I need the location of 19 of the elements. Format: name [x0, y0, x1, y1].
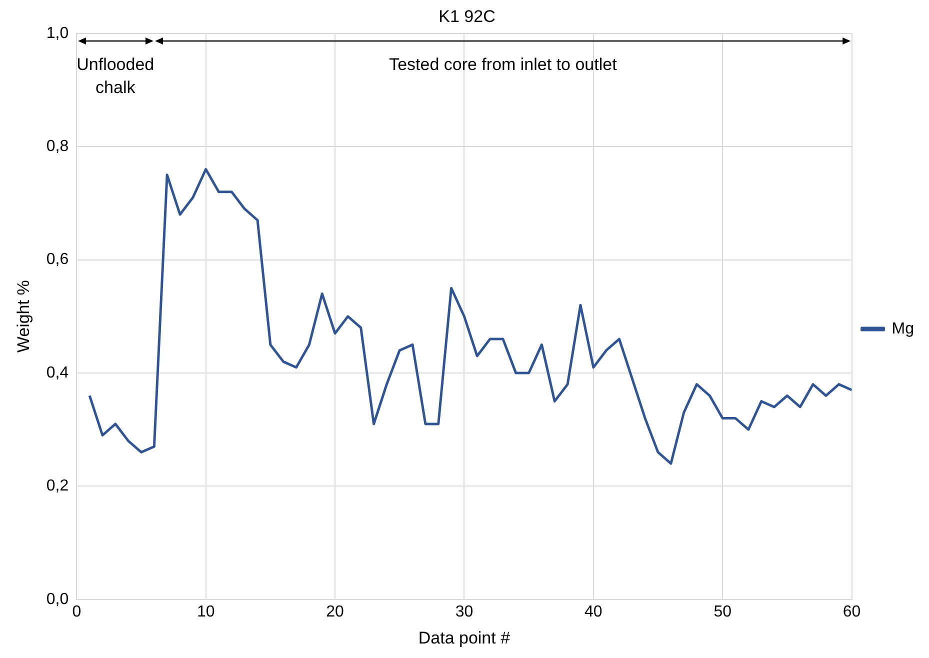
annotation: Tested core from inlet to outlet: [388, 54, 618, 76]
chart-title: K1 92C: [438, 6, 496, 26]
x-tick-label: 10: [196, 603, 215, 620]
y-tick-label: 1,0: [46, 24, 69, 42]
y-tick-label: 0,2: [46, 478, 69, 495]
x-tick-label: 20: [326, 603, 344, 620]
x-tick-label: 60: [842, 603, 861, 620]
x-axis-title: Data point #: [418, 628, 511, 648]
legend-label: Mg: [892, 320, 914, 338]
x-tick-label: 40: [584, 603, 602, 620]
y-tick-label: 0,6: [46, 251, 69, 268]
x-tick-label: 50: [714, 603, 732, 620]
x-tick-label: 30: [455, 603, 474, 620]
y-tick-label: 0,4: [46, 364, 69, 382]
y-tick-label: 0,0: [46, 590, 69, 608]
y-axis-title: Weight %: [14, 280, 33, 353]
y-tick-label: 0,8: [46, 138, 69, 156]
x-tick-label: 0: [72, 603, 82, 620]
annotation: Unflooded chalk: [76, 54, 156, 100]
